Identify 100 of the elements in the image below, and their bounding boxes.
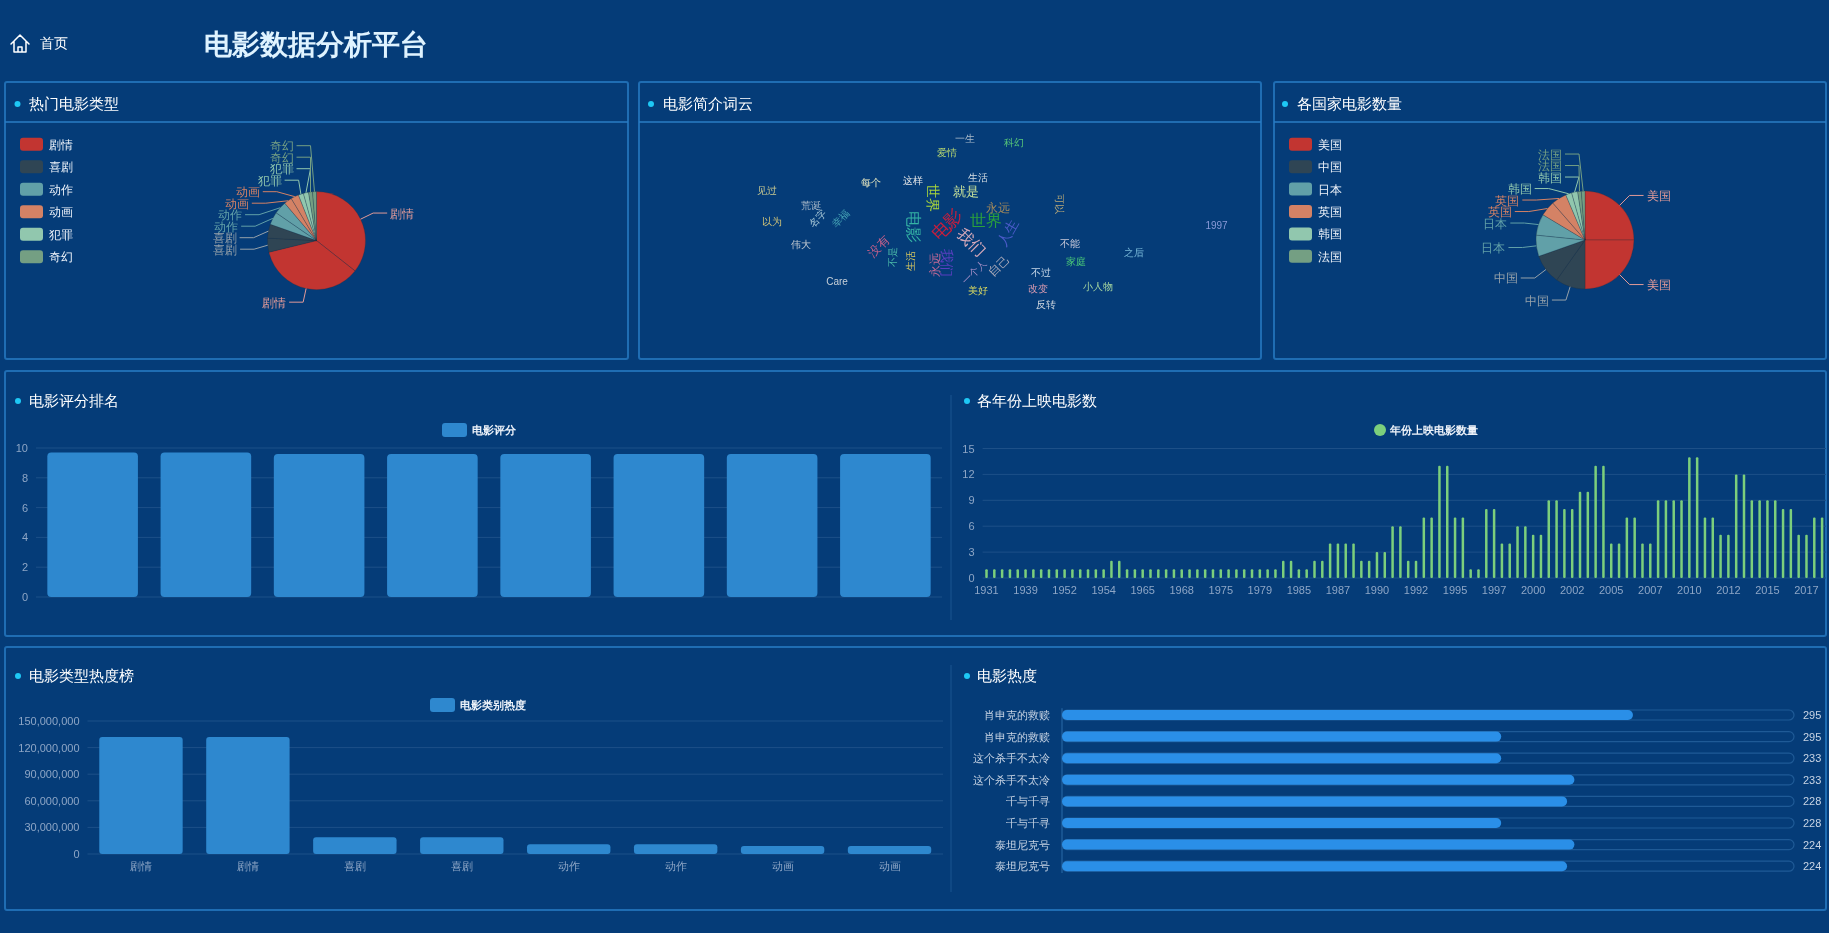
bar: [1649, 543, 1652, 578]
x-tick-label: 2000: [1520, 584, 1546, 596]
chart-title: 热门电影类型: [29, 95, 119, 112]
bar: [1758, 500, 1761, 578]
text: 这样: [903, 174, 924, 186]
bar: [1594, 465, 1597, 578]
legend-label: 喜剧: [49, 160, 73, 175]
x-tick-label: 2015: [1755, 584, 1780, 596]
bar: [1688, 457, 1691, 578]
bar: [1516, 526, 1519, 578]
bar: [1805, 534, 1808, 578]
x-tick-label: 1987: [1325, 584, 1351, 596]
text: 以为: [761, 216, 782, 228]
bar: [1062, 731, 1502, 742]
legend-label: 剧情: [49, 137, 73, 152]
y-tick-label: 这个杀手不太冷: [973, 773, 1050, 786]
x-tick-label: 2007: [1638, 584, 1663, 596]
legend-label: 年份上映电影数量: [1389, 424, 1478, 436]
x-tick-label: 2002: [1559, 584, 1585, 596]
x-tick-label: 1968: [1169, 584, 1194, 596]
y-tick-label: 15: [962, 442, 975, 455]
slice-label: 中国: [1524, 293, 1549, 308]
x-tick-label: 1990: [1364, 584, 1390, 596]
bar: [1344, 543, 1347, 578]
bar: [847, 846, 932, 854]
bar: [1555, 500, 1558, 578]
text: 之后: [1124, 247, 1144, 259]
x-tick-label: 2005: [1599, 584, 1624, 596]
bar: [1508, 543, 1511, 578]
bar: [1282, 560, 1285, 578]
bar: [1062, 861, 1568, 872]
x-tick-label: 动作: [664, 860, 687, 872]
bar: [993, 569, 996, 578]
bar: [1032, 569, 1035, 578]
text: 家庭: [1066, 255, 1086, 267]
bar: [1024, 569, 1027, 578]
chart-title: 各国家电影数量: [1297, 95, 1402, 112]
legend-label: 日本: [1318, 182, 1342, 197]
y-tick-label: 4: [21, 531, 28, 544]
bar: [1727, 534, 1730, 578]
chart-title: 各年份上映电影数: [977, 392, 1097, 409]
x-tick-label: 1975: [1208, 584, 1234, 596]
bar: [1766, 500, 1769, 578]
x-tick-label: 2012: [1716, 584, 1741, 596]
x-tick-label: 剧情: [236, 860, 259, 872]
text: 不是: [887, 246, 899, 267]
chart-title: 电影类型热度榜: [29, 667, 134, 684]
text: 生活: [905, 250, 917, 271]
text: 224: [1803, 860, 1822, 873]
x-tick-label: 1995: [1442, 584, 1468, 596]
bar: [1061, 709, 1795, 721]
y-tick-label: 6: [968, 520, 975, 533]
y-tick-label: 0: [21, 591, 28, 603]
bar: [1641, 543, 1644, 578]
y-tick-label: 9: [968, 494, 975, 507]
bar: [1157, 569, 1160, 578]
x-tick-label: 2017: [1794, 584, 1819, 596]
bar: [1305, 569, 1308, 578]
x-tick-label: 1992: [1403, 584, 1429, 596]
x-tick-label: 1939: [1013, 584, 1038, 596]
slice-label: 日本: [1481, 241, 1506, 255]
slice-label: 韩国: [1538, 170, 1562, 185]
text: 荒诞: [800, 200, 821, 212]
text: 美好: [967, 284, 988, 296]
bar: [1266, 569, 1269, 578]
x-tick-label: 1997: [1481, 584, 1507, 596]
chart-title: 电影热度: [977, 667, 1037, 684]
y-tick-label: 10: [15, 442, 28, 454]
y-tick-label: 0: [73, 848, 80, 860]
y-tick-label: 肖申克的救赎: [984, 709, 1050, 721]
text: 233: [1803, 752, 1822, 765]
slice-label: 剧情: [390, 206, 415, 221]
bar: [1485, 508, 1488, 578]
bar: [1188, 569, 1191, 578]
y-tick-label: 6: [21, 501, 28, 514]
bar: [1061, 817, 1795, 829]
bar: [420, 837, 504, 854]
y-tick-label: 泰坦尼克号: [995, 838, 1050, 851]
bar: [1430, 517, 1433, 578]
text: 见过: [756, 184, 777, 196]
bar: [1196, 569, 1199, 578]
bar: [1602, 465, 1605, 578]
bar: [1141, 569, 1144, 578]
bar: [1062, 818, 1502, 828]
x-tick-label: 2010: [1677, 584, 1702, 596]
legend-label: 法国: [1318, 249, 1342, 264]
y-tick-label: 8: [21, 471, 28, 484]
bar: [206, 736, 290, 854]
x-tick-label: 喜剧: [343, 860, 366, 872]
text: 幸福: [830, 207, 852, 230]
y-tick-label: 90,000,000: [24, 768, 80, 781]
legend-label: 动画: [49, 205, 73, 220]
y-tick-label: 120,000,000: [18, 741, 80, 754]
text: 伟大: [790, 239, 811, 250]
bar: [1063, 569, 1066, 578]
y-tick-label: 肖申克的救赎: [984, 730, 1050, 743]
bar: [1680, 500, 1683, 578]
bar: [1062, 753, 1502, 764]
legend-label: 中国: [1318, 160, 1342, 175]
bar: [1118, 560, 1121, 578]
